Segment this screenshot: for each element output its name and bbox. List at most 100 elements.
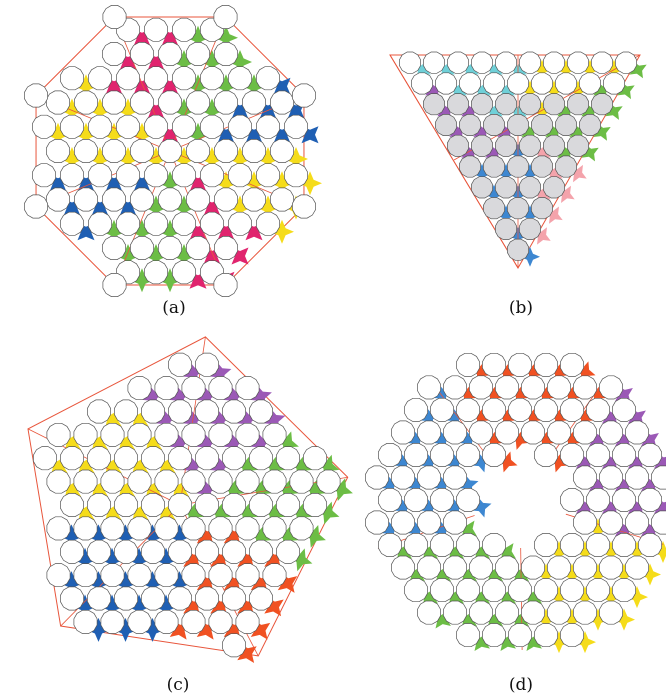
panel-c-disk <box>262 469 287 494</box>
panel-b-disk <box>423 51 445 74</box>
panel-b-disk <box>507 72 529 95</box>
panel-a-disk <box>158 187 182 212</box>
panel-d-disk <box>391 555 415 580</box>
panel-b-disk <box>495 93 517 116</box>
panel-b-disk <box>591 51 613 74</box>
panel-a-corner-disk <box>24 83 48 108</box>
panel-d-disk <box>456 488 480 512</box>
panel-d-disk <box>573 375 597 400</box>
panel-c-tile <box>222 384 245 408</box>
panel-d-disk <box>508 352 532 377</box>
panel-d-tile <box>587 563 609 586</box>
panel-a-tile <box>116 98 140 123</box>
panel-c-disk <box>222 539 246 564</box>
panel-a-tile <box>284 147 308 171</box>
panel-d-disk <box>625 420 649 445</box>
panel-a-tile <box>172 147 196 171</box>
panel-a-disk <box>74 90 98 115</box>
panel-d-tile <box>587 384 609 405</box>
panel-a-disk <box>88 211 112 236</box>
panel-a-tile <box>172 244 196 268</box>
panel-c-disk <box>235 469 260 494</box>
panel-d-tile <box>535 429 557 450</box>
panel-a-disk <box>200 66 224 91</box>
panel-c-disk <box>154 469 179 494</box>
panel-d-disk <box>547 555 571 580</box>
panel-c-disk <box>168 399 192 424</box>
panel-d-disk <box>365 465 389 490</box>
panel-b-tile <box>520 163 540 184</box>
panel-c-disk <box>222 399 246 424</box>
panel-c-disk <box>60 493 84 517</box>
panel-b-disk <box>399 51 421 74</box>
panel-d-tile <box>392 496 414 518</box>
panel-a-disk <box>228 163 252 188</box>
panel-d-tile <box>535 608 557 631</box>
panel-d-tile <box>418 496 440 518</box>
panel-c-tile <box>195 431 218 455</box>
panel-c-tile <box>289 501 313 525</box>
panel-d-tile <box>561 563 583 586</box>
panel-c-disk <box>154 516 179 541</box>
panel-d-disk <box>547 375 571 400</box>
panel-a-disk <box>172 260 196 285</box>
panel-a-disk <box>74 139 98 163</box>
panel-a-tile <box>116 147 140 171</box>
panel-a-disk <box>144 260 168 285</box>
panel-a-disk <box>228 211 252 236</box>
panel-c-tile <box>86 617 111 642</box>
panel-b-disk <box>495 176 517 199</box>
panel-b-disk <box>471 93 493 116</box>
panel-c-disk <box>235 422 260 447</box>
panel-b-tile <box>520 246 540 267</box>
panel-a-tile <box>130 268 154 293</box>
panel-c-disk <box>73 469 98 494</box>
panel-d-disk <box>560 488 584 512</box>
panel-c-disk <box>181 469 206 494</box>
panel-d-disk <box>404 578 428 603</box>
panel-c-tile <box>168 384 191 408</box>
panel-b-disk <box>519 51 541 74</box>
panel-c-tile <box>86 524 111 549</box>
panel-b-disk <box>603 72 625 95</box>
panel-a-tile <box>172 98 196 123</box>
panel-c-disk <box>100 516 125 541</box>
panel-c-disk <box>73 609 98 634</box>
panel-d-tile <box>626 586 648 609</box>
panel-c-disk <box>249 493 273 517</box>
panel-b-tile <box>532 59 552 80</box>
panel-c-tile <box>181 361 205 385</box>
panel-d-disk <box>456 397 480 422</box>
panel-a-disk <box>32 114 56 139</box>
panel-d-tile <box>457 384 479 405</box>
panel-b-disk <box>555 155 577 178</box>
panel-d-disk <box>573 465 597 490</box>
panel-b-tile <box>544 80 564 101</box>
panel-c-tile <box>167 571 192 596</box>
panel-a-disk <box>60 114 84 139</box>
panel-d-tile <box>548 361 570 383</box>
panel-c-tile <box>303 478 326 501</box>
panel-d-disk <box>482 397 506 422</box>
panel-d-disk <box>534 443 558 467</box>
panel-a-tile <box>144 147 168 171</box>
panel-c-tile <box>154 594 178 619</box>
panel-d-disk <box>625 465 649 490</box>
panel-a-disk <box>228 114 252 139</box>
panel-a-disk <box>144 163 168 188</box>
panel-a-disk <box>116 66 140 91</box>
panel-d-disk <box>378 443 402 467</box>
panel-c-disk <box>154 609 179 634</box>
panel-a-corner-disk <box>213 273 238 297</box>
panel-c-disk <box>168 586 192 611</box>
panel-d-tile <box>548 406 570 428</box>
panel-b-disk <box>543 93 565 116</box>
panel-d-disk <box>521 600 545 625</box>
panel-d-disk <box>586 443 610 467</box>
panel-c-disk <box>114 493 138 517</box>
panel-c-disk <box>87 399 111 424</box>
panel-d-disk <box>469 420 493 445</box>
panel-b-disk <box>507 197 529 220</box>
panel-d-disk <box>625 510 649 535</box>
panel-d-disk <box>508 578 532 603</box>
